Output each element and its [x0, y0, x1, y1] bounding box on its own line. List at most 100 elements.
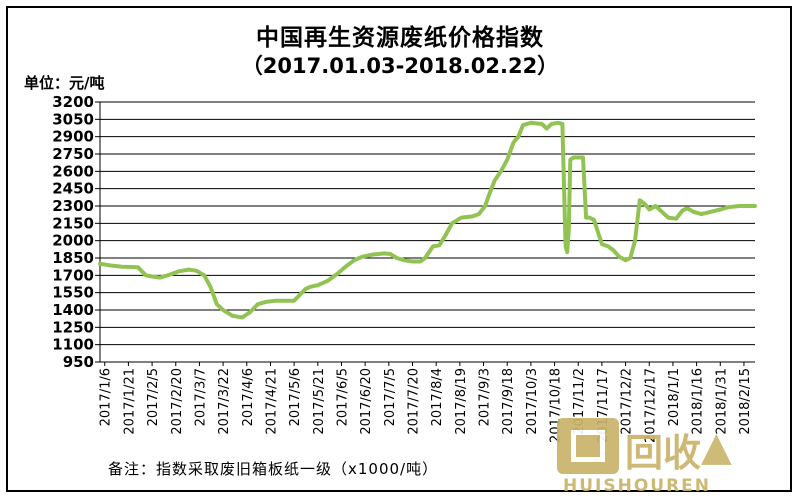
data-point [444, 233, 448, 237]
data-point [395, 256, 399, 260]
y-tick-label: 1100 [52, 336, 94, 354]
y-tick-label: 1550 [52, 284, 94, 302]
chart-frame [6, 6, 792, 492]
data-point [283, 299, 287, 303]
data-point [411, 260, 414, 263]
data-point [685, 206, 689, 210]
data-point [587, 216, 591, 220]
data-point [303, 287, 307, 291]
data-point [628, 256, 632, 260]
data-point [699, 212, 703, 216]
series-line [98, 120, 757, 320]
data-point [344, 264, 348, 268]
data-point [564, 244, 568, 248]
x-tick-label: 2017/3/22 [217, 368, 232, 435]
y-tick-label: 2600 [52, 162, 94, 180]
data-point [423, 256, 427, 260]
data-point [403, 258, 407, 262]
data-point [136, 265, 140, 269]
data-point [166, 273, 170, 277]
y-tick-label: 2300 [52, 197, 94, 215]
data-point [568, 158, 572, 162]
y-tick-label: 1850 [52, 249, 94, 267]
y-tick-label: 2150 [52, 214, 94, 232]
data-point [572, 156, 575, 159]
x-tick-label: 2017/2/5 [146, 368, 161, 426]
data-point [431, 244, 435, 248]
y-tick-label: 2000 [52, 232, 94, 250]
data-point [215, 302, 219, 306]
data-point [483, 204, 487, 208]
data-point [264, 300, 268, 304]
data-point [529, 121, 533, 125]
y-tick-label: 3050 [52, 110, 94, 128]
data-point [499, 169, 503, 173]
data-point [560, 122, 564, 126]
data-point [691, 210, 695, 214]
x-tick-label: 2018/2/15 [738, 368, 753, 435]
x-tick-label: 2017/8/19 [454, 368, 469, 435]
y-tick-label: 950 [63, 353, 94, 371]
data-point [654, 204, 658, 208]
data-point [292, 299, 296, 303]
y-tick-label: 2450 [52, 180, 94, 198]
x-tick-label: 2018/1/16 [691, 368, 706, 435]
data-point [581, 156, 585, 159]
data-point [592, 218, 596, 222]
x-tick-label: 2017/4/21 [264, 368, 279, 435]
data-point [567, 227, 571, 231]
data-point [486, 195, 490, 199]
x-tick-label: 2017/6/5 [335, 368, 350, 426]
data-point [437, 243, 441, 247]
x-tick-label: 2018/1/31 [714, 368, 729, 435]
data-point [382, 251, 386, 255]
x-tick-label: 2017/5/21 [312, 368, 327, 435]
data-point [575, 156, 579, 159]
data-point [231, 314, 235, 318]
data-point [512, 140, 515, 144]
data-point [540, 122, 544, 126]
data-point [647, 208, 651, 211]
data-point [633, 239, 637, 243]
data-point [177, 269, 181, 273]
data-point [617, 255, 621, 259]
watermark-square-icon [557, 418, 619, 474]
data-point [726, 205, 730, 209]
data-point [371, 253, 375, 256]
data-point [98, 262, 102, 266]
data-point [202, 273, 206, 277]
data-point [660, 210, 664, 214]
data-point [459, 216, 463, 220]
watermark-en-text: HUISHOUREN [563, 476, 712, 496]
y-tick-label: 1250 [52, 318, 94, 336]
data-point [352, 258, 356, 262]
data-point [737, 204, 741, 208]
y-axis-unit-label: 单位：元/吨 [24, 74, 105, 92]
data-point [545, 127, 549, 131]
data-point [450, 221, 454, 225]
data-point [521, 123, 525, 127]
data-point [336, 271, 340, 275]
x-tick-label: 2017/1/21 [122, 368, 137, 435]
data-point [360, 255, 364, 259]
x-tick-label: 2017/9/3 [478, 368, 493, 426]
chart-subtitle: （2017.01.03-2018.02.22） [241, 54, 559, 78]
data-point [516, 135, 520, 139]
data-point [666, 216, 670, 220]
data-point [194, 269, 198, 273]
x-tick-label: 2017/1/6 [99, 368, 114, 426]
data-point [753, 204, 757, 208]
data-point [505, 158, 509, 162]
data-point [600, 242, 604, 246]
x-tick-label: 2017/3/7 [193, 368, 208, 426]
data-point [709, 210, 713, 214]
y-tick-label: 1700 [52, 266, 94, 284]
data-point [643, 202, 646, 206]
data-point [674, 217, 678, 221]
x-tick-label: 2018/1/1 [667, 368, 682, 426]
footnote: 备注：指数采取废旧箱板纸一级（x1000/吨） [108, 460, 439, 478]
data-point [158, 276, 162, 280]
chart-title: 中国再生资源废纸价格指数 [256, 25, 544, 51]
data-point [186, 268, 190, 272]
watermark-cn-text: 回收 [625, 431, 702, 475]
